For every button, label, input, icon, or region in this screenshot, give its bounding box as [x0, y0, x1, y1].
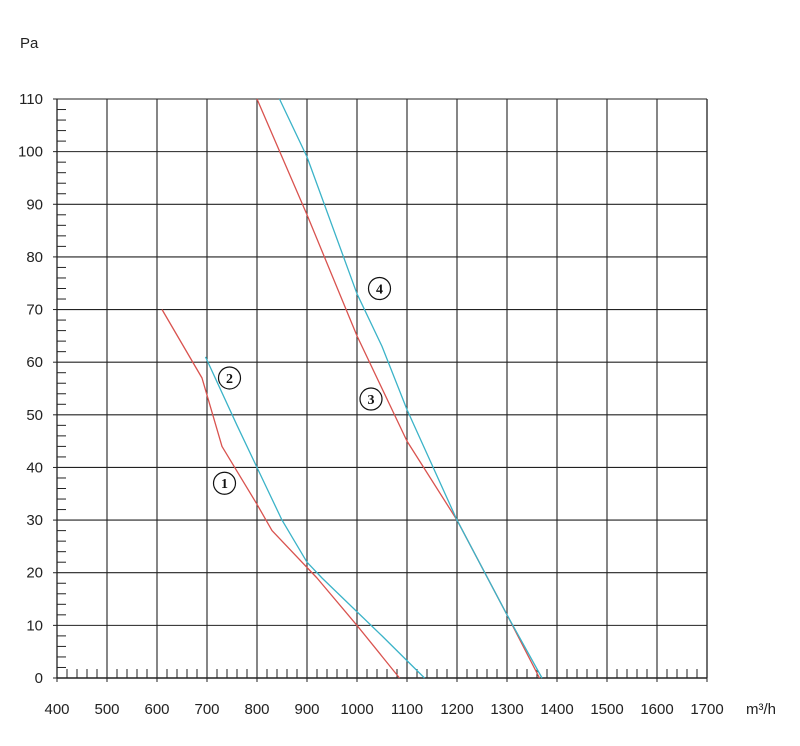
series-marker-circle-4	[367, 276, 392, 301]
x-tick-label: 900	[294, 701, 319, 718]
y-tick-label: 30	[26, 512, 43, 529]
y-tick-label: 50	[26, 407, 43, 424]
y-tick-label: 20	[26, 565, 43, 582]
x-tick-label: 1500	[590, 701, 623, 718]
y-tick-label: 10	[26, 617, 43, 634]
series-marker-circle-2	[217, 366, 242, 390]
x-tick-label: 1600	[640, 701, 673, 718]
series-marker-label-2: 2	[226, 372, 233, 387]
series-marker-circle-3	[359, 387, 383, 411]
series-line-4	[278, 98, 543, 679]
x-tick-label: 1000	[340, 701, 373, 718]
y-tick-label: 80	[26, 249, 43, 266]
series-marker-label-4: 4	[376, 282, 383, 297]
y-axis-unit: Pa	[20, 35, 39, 52]
y-tick-label: 0	[35, 670, 43, 687]
series-line-2	[204, 356, 425, 679]
x-tick-label: 800	[244, 701, 269, 718]
x-tick-label: 1300	[490, 701, 523, 718]
y-tick-label: 90	[26, 196, 43, 213]
x-tick-label: 600	[144, 701, 169, 718]
tick-labels: 400 500 600 700 800 900 1000 1100 1200 1300 1400 15…	[18, 91, 724, 718]
y-tick-label: 110	[19, 91, 43, 108]
x-tick-label: 1100	[391, 701, 423, 718]
x-tick-label: 700	[194, 701, 219, 718]
series-layer: 1 2 3 4	[161, 98, 543, 679]
y-tick-label: 60	[26, 354, 43, 371]
series-line-1	[161, 309, 401, 679]
x-axis-unit: m³/h	[746, 701, 776, 718]
x-tick-label: 1700	[690, 701, 723, 718]
y-tick-label: 70	[26, 302, 43, 319]
x-tick-label: 1400	[540, 701, 573, 718]
y-tick-label: 100	[18, 144, 43, 161]
series-marker-circle-1	[212, 471, 237, 495]
x-tick-label: 400	[44, 701, 69, 718]
x-tick-label: 500	[94, 701, 119, 718]
series-marker-label-3: 3	[368, 393, 375, 408]
grid	[53, 98, 708, 682]
series-marker-label-1: 1	[221, 477, 228, 492]
y-tick-label: 40	[26, 459, 43, 476]
x-tick-label: 1200	[440, 701, 473, 718]
